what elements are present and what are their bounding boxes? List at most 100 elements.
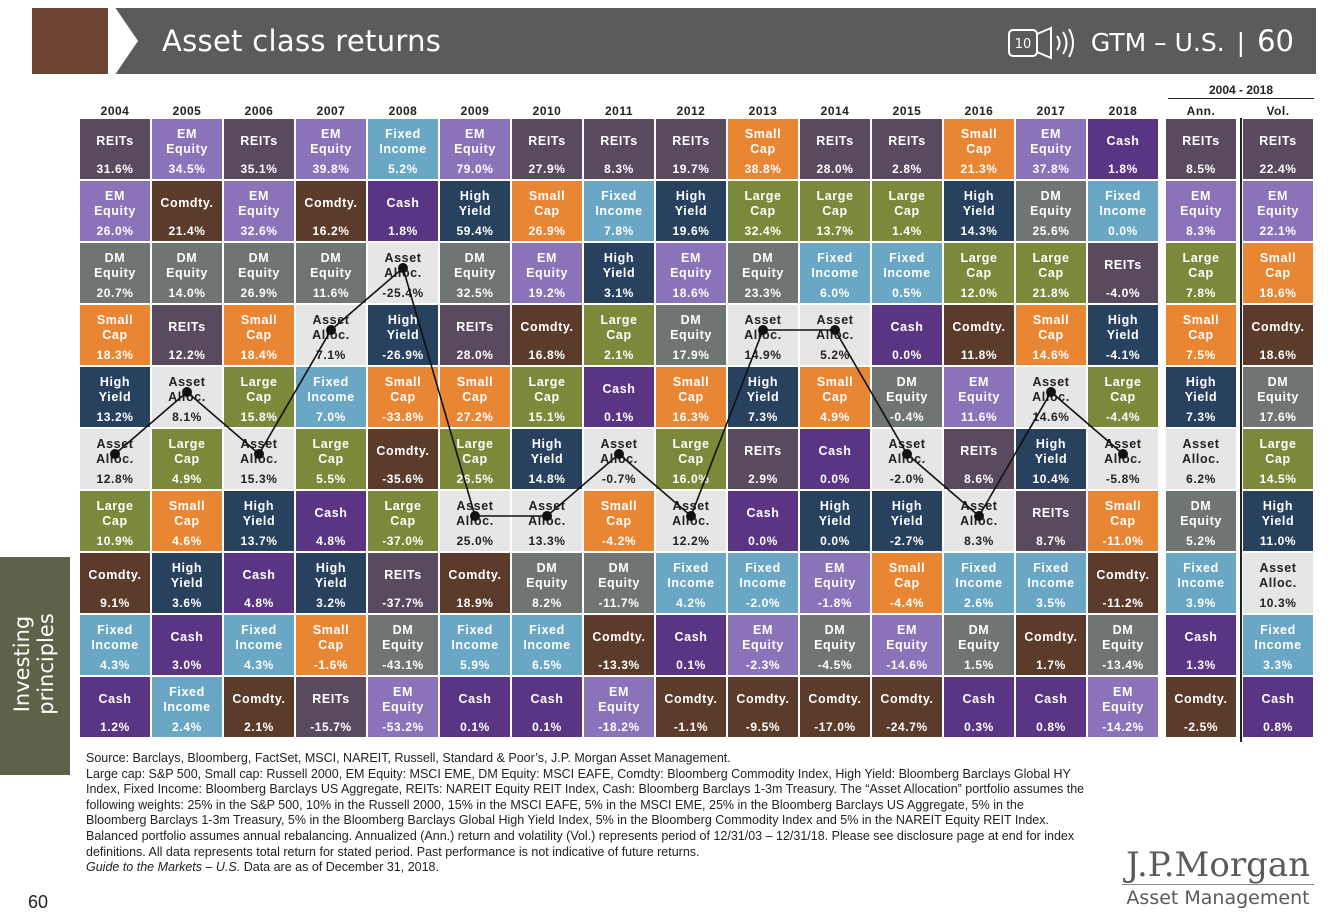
cell-return-value: 2.1% xyxy=(244,720,274,734)
cell-return-value: 9.1% xyxy=(100,596,130,610)
cell-asset-name: DM Equity xyxy=(238,250,280,280)
cell-2008-comdty: Comdty. -35.6% xyxy=(368,429,438,489)
cell-asset-name: Asset Alloc. xyxy=(240,436,278,466)
cell-return-value: 14.9% xyxy=(744,348,782,362)
year-header-2015: 2015 xyxy=(892,104,922,118)
cell-asset-name: High Yield xyxy=(458,188,492,218)
cell-2014-asset-alloc: Asset Alloc. 5.2% xyxy=(800,305,870,365)
cell-asset-name: Cash xyxy=(242,568,276,582)
cell-return-value: 0.1% xyxy=(460,720,490,734)
cell-return-value: 26.0% xyxy=(96,224,134,238)
cell-asset-name: Comdty. xyxy=(304,196,358,210)
cell-return-value: 18.3% xyxy=(96,348,134,362)
cell-asset-name: Comdty. xyxy=(88,568,142,582)
cell-asset-name: EM Equity xyxy=(166,126,208,156)
cell-2014-reits: REITs 28.0% xyxy=(800,119,870,179)
cell-asset-name: High Yield xyxy=(962,188,996,218)
cell-asset-name: High Yield xyxy=(386,312,420,342)
header-page-number: 60 xyxy=(1257,24,1294,58)
cell-2005-small-cap: Small Cap 4.6% xyxy=(152,491,222,551)
cell-asset-name: High Yield xyxy=(314,560,348,590)
cell-return-value: 26.5% xyxy=(456,472,494,486)
cell-return-value: -2.0% xyxy=(889,472,925,486)
cell-asset-name: Small Cap xyxy=(1104,498,1142,528)
cell-return-value: 22.4% xyxy=(1259,162,1297,176)
cell-return-value: -18.2% xyxy=(598,720,640,734)
cell-return-value: 32.6% xyxy=(240,224,278,238)
cell-2014-large-cap: Large Cap 13.7% xyxy=(800,181,870,241)
cell-2011-reits: REITs 8.3% xyxy=(584,119,654,179)
cell-return-value: 7.3% xyxy=(1186,410,1216,424)
cell-2005-dm-equity: DM Equity 14.0% xyxy=(152,243,222,303)
cell-return-value: -13.4% xyxy=(1102,658,1144,672)
cell-2004-fixed-income: Fixed Income 4.3% xyxy=(80,615,150,675)
cell-asset-name: REITs xyxy=(744,444,782,458)
cell-ann-high-yield: High Yield 7.3% xyxy=(1166,367,1236,427)
cell-asset-name: EM Equity xyxy=(526,250,568,280)
cell-2015-high-yield: High Yield -2.7% xyxy=(872,491,942,551)
cell-asset-name: Asset Alloc. xyxy=(528,498,566,528)
year-header-2004: 2004 xyxy=(100,104,130,118)
cell-asset-name: Asset Alloc. xyxy=(96,436,134,466)
cell-asset-name: EM Equity xyxy=(1102,684,1144,714)
cell-return-value: -2.0% xyxy=(745,596,781,610)
logo-subtitle: Asset Management xyxy=(1122,884,1314,909)
speaker-icon: 10 xyxy=(1008,26,1074,60)
cell-asset-name: Asset Alloc. xyxy=(168,374,206,404)
cell-asset-name: REITs xyxy=(672,134,710,148)
cell-2007-asset-alloc: Asset Alloc. 7.1% xyxy=(296,305,366,365)
cell-asset-name: Small Cap xyxy=(1259,250,1297,280)
summary-header-vol: Vol. xyxy=(1266,104,1290,118)
cell-asset-name: Comdty. xyxy=(232,692,286,706)
cell-asset-name: Fixed Income xyxy=(523,622,571,652)
cell-return-value: 19.6% xyxy=(672,224,710,238)
cell-2013-comdty: Comdty. -9.5% xyxy=(728,677,798,737)
cell-asset-name: Large Cap xyxy=(1259,436,1297,466)
cell-asset-name: EM Equity xyxy=(598,684,640,714)
cell-asset-name: Small Cap xyxy=(96,312,134,342)
cell-asset-name: Comdty. xyxy=(1024,630,1078,644)
cell-asset-name: DM Equity xyxy=(958,622,1000,652)
cell-vol-high-yield: High Yield 11.0% xyxy=(1243,491,1313,551)
cell-2018-dm-equity: DM Equity -13.4% xyxy=(1088,615,1158,675)
cell-return-value: 34.5% xyxy=(168,162,206,176)
cell-asset-name: Comdty. xyxy=(808,692,862,706)
cell-2011-em-equity: EM Equity -18.2% xyxy=(584,677,654,737)
cell-return-value: 13.2% xyxy=(96,410,134,424)
cell-asset-name: REITs xyxy=(384,568,422,582)
cell-return-value: 31.6% xyxy=(96,162,134,176)
cell-2015-dm-equity: DM Equity -0.4% xyxy=(872,367,942,427)
cell-asset-name: Small Cap xyxy=(312,622,350,652)
cell-return-value: 3.3% xyxy=(1263,658,1293,672)
cell-asset-name: Asset Alloc. xyxy=(744,312,782,342)
cell-return-value: -2.3% xyxy=(745,658,781,672)
cell-return-value: 14.6% xyxy=(1032,410,1070,424)
cell-2008-reits: REITs -37.7% xyxy=(368,553,438,613)
cell-asset-name: REITs xyxy=(1182,134,1220,148)
cell-return-value: 5.9% xyxy=(460,658,490,672)
cell-2018-cash: Cash 1.8% xyxy=(1088,119,1158,179)
cell-return-value: 26.9% xyxy=(528,224,566,238)
summary-period-header: 2004 - 2018 xyxy=(1168,83,1314,99)
cell-2012-large-cap: Large Cap 16.0% xyxy=(656,429,726,489)
cell-2018-reits: REITs -4.0% xyxy=(1088,243,1158,303)
cell-2016-small-cap: Small Cap 21.3% xyxy=(944,119,1014,179)
cell-2008-dm-equity: DM Equity -43.1% xyxy=(368,615,438,675)
cell-asset-name: Asset Alloc. xyxy=(384,250,422,280)
cell-return-value: 8.5% xyxy=(1186,162,1216,176)
cell-asset-name: Small Cap xyxy=(1032,312,1070,342)
cell-asset-name: Small Cap xyxy=(240,312,278,342)
cell-2016-reits: REITs 8.6% xyxy=(944,429,1014,489)
cell-asset-name: Comdty. xyxy=(880,692,934,706)
cell-2010-large-cap: Large Cap 15.1% xyxy=(512,367,582,427)
cell-asset-name: REITs xyxy=(600,134,638,148)
cell-2007-large-cap: Large Cap 5.5% xyxy=(296,429,366,489)
cell-return-value: 2.9% xyxy=(748,472,778,486)
cell-return-value: -4.4% xyxy=(889,596,925,610)
cell-return-value: 0.0% xyxy=(820,534,850,548)
cell-return-value: 19.2% xyxy=(528,286,566,300)
cell-2008-small-cap: Small Cap -33.8% xyxy=(368,367,438,427)
cell-asset-name: EM Equity xyxy=(382,684,424,714)
cell-return-value: 16.0% xyxy=(672,472,710,486)
cell-asset-name: Large Cap xyxy=(1104,374,1142,404)
